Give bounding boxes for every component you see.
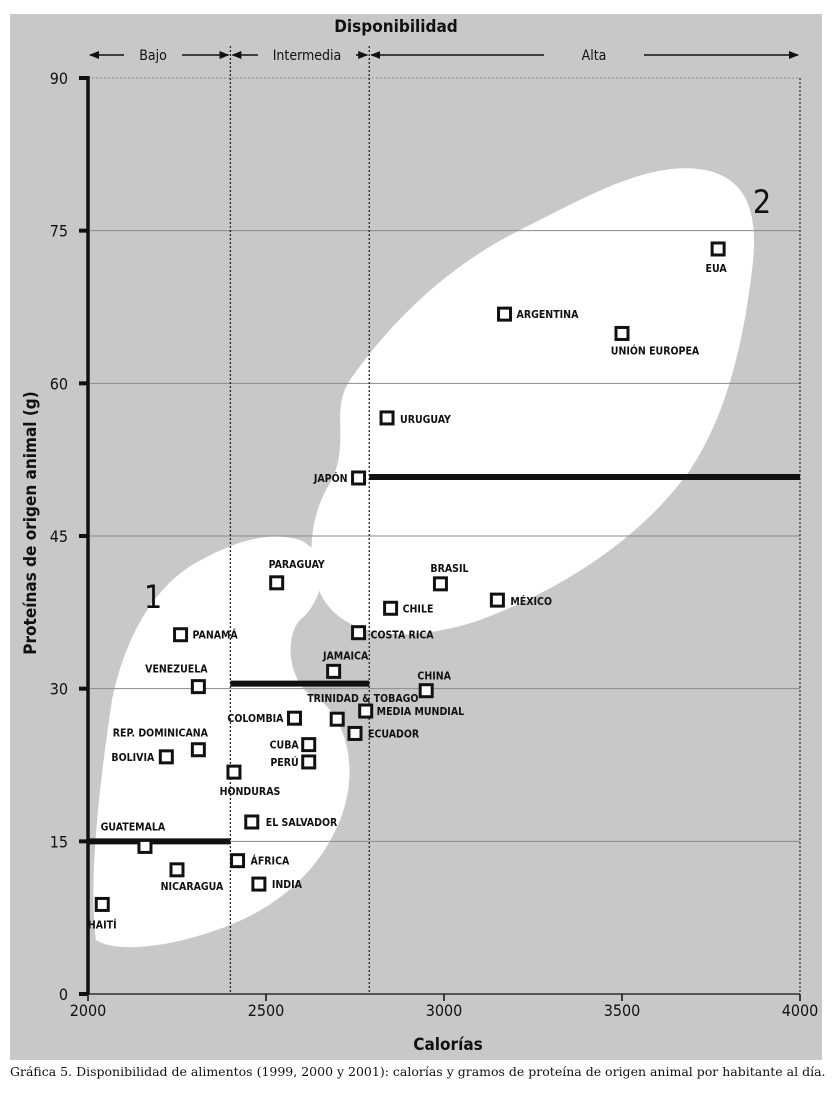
data-point-label: JAPÓN bbox=[313, 472, 348, 485]
data-point-label: BOLIVIA bbox=[111, 752, 155, 764]
y-axis-label: Proteínas de origen animal (g) bbox=[21, 391, 41, 654]
y-tick-label: 0 bbox=[59, 985, 68, 1004]
x-axis-label: Calorías bbox=[413, 1035, 483, 1055]
band-label: Alta bbox=[582, 48, 607, 64]
data-point-marker bbox=[286, 710, 302, 726]
data-point-label: PERÚ bbox=[270, 756, 298, 769]
data-point-label: CUBA bbox=[270, 740, 300, 752]
chart-title: Disponibilidad bbox=[334, 17, 458, 37]
data-point-label: ECUADOR bbox=[368, 728, 420, 740]
data-point-label: JAMAICA bbox=[322, 650, 369, 662]
y-tick-label: 30 bbox=[50, 680, 68, 699]
data-point-label: EL SALVADOR bbox=[266, 817, 338, 829]
group-2-label: 2 bbox=[753, 183, 771, 221]
data-point-marker bbox=[614, 325, 630, 341]
y-tick-label: 60 bbox=[50, 374, 68, 393]
group-1-region bbox=[93, 536, 350, 948]
data-point-label: NICARAGUA bbox=[161, 881, 224, 893]
data-point-label: HONDURAS bbox=[220, 786, 281, 798]
data-point-label: HAITÍ bbox=[88, 918, 117, 931]
chart: 0 15 30 45 60 75 90 2000 2500 3000 3500 4000 HAITÍ N… bbox=[10, 14, 822, 1060]
data-point-label: INDIA bbox=[272, 879, 303, 891]
data-point-label: ÁFRICA bbox=[251, 855, 290, 868]
data-point-label: COSTA RICA bbox=[371, 630, 435, 642]
x-tick-label: 4000 bbox=[782, 1001, 819, 1020]
data-point-marker bbox=[351, 625, 367, 641]
data-point-marker bbox=[158, 749, 174, 765]
data-point-label: PANAMÁ bbox=[193, 629, 239, 642]
group-1-label: 1 bbox=[144, 578, 162, 616]
data-point-marker bbox=[230, 853, 246, 869]
data-point-label: ARGENTINA bbox=[517, 309, 580, 321]
data-point-marker bbox=[190, 679, 206, 695]
band-dividers bbox=[229, 46, 370, 994]
data-point-marker bbox=[379, 410, 395, 426]
data-point-label: BRASIL bbox=[430, 563, 468, 575]
data-point-marker bbox=[169, 862, 185, 878]
y-tick-label: 45 bbox=[50, 527, 68, 546]
group-2-region bbox=[311, 168, 755, 635]
data-point-marker bbox=[432, 576, 448, 592]
band-label: Bajo bbox=[139, 48, 167, 64]
data-point-marker bbox=[301, 754, 317, 770]
x-tick-label: 2000 bbox=[70, 1001, 107, 1020]
data-points: HAITÍ NICARAGUA GUATEMALA BOLIVIA REP. DOMIN… bbox=[88, 241, 728, 931]
axis-ticks: 0 15 30 45 60 75 90 2000 2500 3000 3500 4000 bbox=[50, 69, 819, 1020]
data-point-marker bbox=[94, 896, 110, 912]
data-point-marker bbox=[244, 814, 260, 830]
figure-caption: Gráfica 5. Disponibilidad de alimentos (… bbox=[10, 1064, 826, 1079]
data-point-marker bbox=[710, 241, 726, 257]
y-tick-label: 15 bbox=[50, 832, 68, 851]
data-point-label: VENEZUELA bbox=[145, 664, 208, 676]
data-point-marker bbox=[489, 592, 505, 608]
data-point-marker bbox=[269, 575, 285, 591]
y-tick-label: 75 bbox=[50, 222, 68, 241]
data-point-marker bbox=[383, 600, 399, 616]
x-tick-label: 2500 bbox=[248, 1001, 285, 1020]
data-point-label: PARAGUAY bbox=[269, 559, 325, 571]
data-point-label: COLOMBIA bbox=[227, 713, 284, 725]
band-arrows: Bajo Intermedia Alta bbox=[89, 48, 799, 64]
data-point-label: MEDIA MUNDIAL bbox=[377, 706, 464, 718]
data-point-label: UNIÓN EUROPEA bbox=[611, 344, 700, 357]
x-tick-label: 3500 bbox=[604, 1001, 641, 1020]
data-point-label: MÉXICO bbox=[510, 595, 552, 608]
data-point-marker bbox=[173, 627, 189, 643]
data-point-marker bbox=[301, 737, 317, 753]
x-tick-label: 3000 bbox=[426, 1001, 463, 1020]
data-point-marker bbox=[329, 711, 345, 727]
data-point-marker bbox=[251, 876, 267, 892]
data-point-marker bbox=[190, 742, 206, 758]
chart-svg: 0 15 30 45 60 75 90 2000 2500 3000 3500 4000 HAITÍ N… bbox=[10, 14, 822, 1060]
data-point-label: TRINIDAD & TOBAGO bbox=[307, 693, 418, 705]
data-point-marker bbox=[137, 838, 153, 854]
data-point-label: CHINA bbox=[417, 671, 451, 683]
data-point-marker bbox=[351, 470, 367, 486]
data-point-marker bbox=[226, 764, 242, 780]
data-point-label: URUGUAY bbox=[400, 414, 451, 426]
data-point-label: REP. DOMINICANA bbox=[113, 728, 209, 740]
data-point-marker bbox=[326, 663, 342, 679]
data-point-marker bbox=[347, 725, 363, 741]
threshold-lines bbox=[88, 473, 800, 845]
data-point-marker bbox=[497, 306, 513, 322]
data-point-marker bbox=[418, 683, 434, 699]
data-point-label: CHILE bbox=[403, 603, 434, 615]
data-point-label: EUA bbox=[706, 263, 728, 275]
band-label: Intermedia bbox=[273, 48, 342, 64]
y-tick-label: 90 bbox=[50, 69, 68, 88]
data-point-label: GUATEMALA bbox=[101, 821, 166, 833]
data-point-marker bbox=[358, 703, 374, 719]
